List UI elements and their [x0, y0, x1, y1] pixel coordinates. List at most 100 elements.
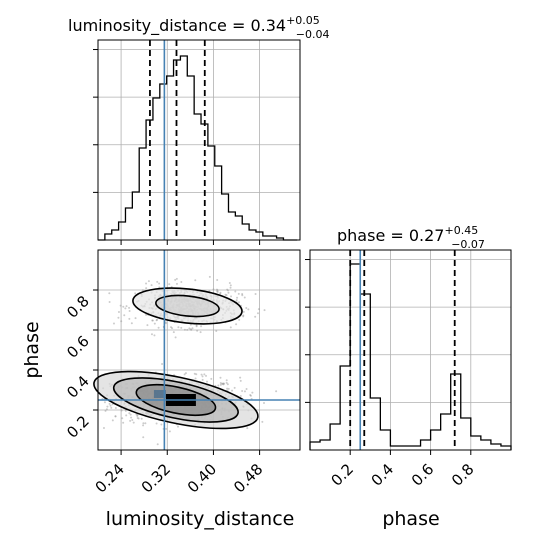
scatter-point: [245, 387, 248, 390]
scatter-point: [136, 417, 139, 420]
scatter-point: [215, 288, 218, 291]
scatter-point: [128, 317, 131, 320]
scatter-point: [142, 436, 145, 439]
scatter-point: [104, 409, 107, 412]
scatter-point: [215, 329, 218, 332]
scatter-point: [165, 427, 168, 430]
scatter-point: [146, 324, 149, 327]
scatter-point: [157, 326, 160, 329]
scatter-point: [142, 422, 145, 425]
density-ytick-label: 0.2: [63, 412, 93, 442]
scatter-point: [242, 310, 245, 313]
scatter-point: [254, 315, 257, 318]
phase-histogram-panel: 0.2 0.4 0.6 0.8: [305, 249, 512, 490]
scatter-point: [131, 418, 134, 421]
scatter-point: [225, 379, 228, 382]
scatter-point: [226, 383, 229, 386]
scatter-point: [227, 387, 230, 390]
x-axis-label-phase: phase: [382, 508, 439, 530]
scatter-point: [241, 389, 244, 392]
scatter-point: [275, 390, 278, 393]
scatter-point: [145, 313, 148, 316]
scatter-point: [256, 312, 259, 315]
scatter-point: [174, 278, 177, 281]
scatter-point: [262, 402, 265, 405]
scatter-point: [195, 373, 198, 376]
scatter-point: [195, 324, 198, 327]
scatter-point: [219, 292, 222, 295]
scatter-point: [117, 311, 120, 314]
scatter-point: [119, 304, 122, 307]
scatter-point: [106, 405, 109, 408]
scatter-point: [123, 314, 126, 317]
scatter-point: [102, 426, 105, 429]
scatter-point: [246, 427, 249, 430]
scatter-point: [151, 319, 154, 322]
scatter-point: [257, 308, 260, 311]
scatter-point: [224, 293, 227, 296]
lumdist-histogram-panel: [93, 39, 301, 245]
scatter-point: [117, 316, 120, 319]
scatter-point: [191, 327, 194, 330]
scatter-point: [194, 279, 197, 282]
scatter-point: [172, 331, 175, 334]
density-ytick-label: 0.8: [63, 292, 93, 322]
lumdist-frame: [97, 39, 301, 241]
scatter-point: [243, 296, 246, 299]
density-ytick-label: 0.4: [63, 372, 93, 402]
scatter-point: [183, 373, 186, 376]
density-xtick-label: 0.32: [138, 460, 174, 496]
scatter-point: [205, 374, 208, 377]
scatter-point: [155, 318, 158, 321]
scatter-point: [175, 282, 178, 285]
scatter-point: [120, 409, 123, 412]
scatter-point: [216, 279, 219, 282]
scatter-point: [145, 282, 148, 285]
title-luminosity-distance: luminosity_distance = 0.34+0.05 −0.04: [68, 14, 330, 41]
density-2d-panel: 0.2 0.4 0.6 0.8 0.24 0.32 0.40 0.48: [63, 249, 301, 496]
scatter-point: [156, 443, 159, 446]
scatter-point: [111, 419, 114, 422]
scatter-point: [237, 301, 240, 304]
scatter-point: [229, 284, 232, 287]
phase-xtick-label: 0.6: [408, 460, 438, 490]
scatter-point: [231, 389, 234, 392]
scatter-point: [111, 403, 114, 406]
scatter-point: [158, 282, 161, 285]
scatter-point: [235, 299, 238, 302]
scatter-point: [186, 328, 189, 331]
scatter-point: [135, 413, 138, 416]
density-xtick-label: 0.24: [92, 460, 128, 496]
scatter-point: [261, 420, 264, 423]
scatter-point: [142, 424, 145, 427]
scatter-point: [156, 280, 159, 283]
scatter-point: [233, 386, 236, 389]
lumdist-histogram-step: [98, 55, 298, 241]
scatter-point: [245, 306, 248, 309]
scatter-point: [160, 423, 163, 426]
scatter-point: [121, 417, 124, 420]
scatter-point: [212, 288, 215, 291]
scatter-point: [136, 415, 139, 418]
density-contour: [155, 294, 220, 318]
scatter-point: [243, 390, 246, 393]
scatter-point: [105, 408, 108, 411]
scatter-point: [236, 296, 239, 299]
scatter-point: [180, 326, 183, 329]
scatter-point: [247, 308, 250, 311]
scatter-point: [222, 383, 225, 386]
density-xtick-label: 0.40: [184, 460, 220, 496]
scatter-point: [150, 284, 153, 287]
scatter-point: [128, 309, 131, 312]
phase-xtick-label: 0.2: [327, 460, 357, 490]
scatter-point: [130, 322, 133, 325]
scatter-point: [168, 430, 171, 433]
scatter-point: [110, 406, 113, 409]
scatter-point: [153, 334, 156, 337]
scatter-point: [239, 394, 242, 397]
scatter-point: [108, 292, 111, 295]
scatter-point: [180, 280, 183, 283]
scatter-point: [188, 327, 191, 330]
phase-frame: [309, 249, 512, 451]
scatter-point: [124, 307, 127, 310]
